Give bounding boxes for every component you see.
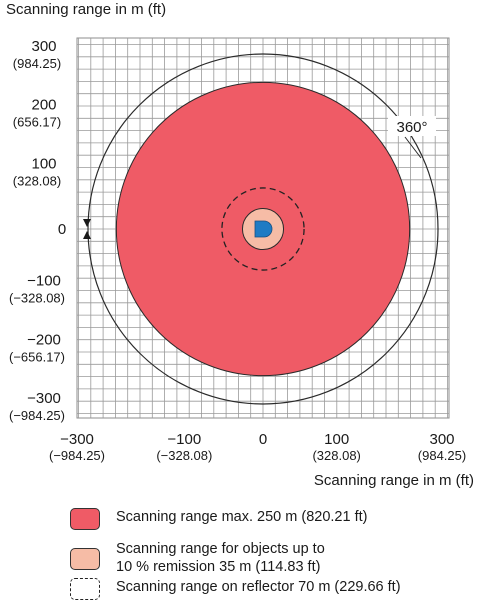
marker-arrow-up	[83, 231, 91, 239]
legend-item-reflector: Scanning range on reflector 70 m (229.66…	[70, 578, 401, 600]
axis-labels: 360° Scanning range in m (ft) Scanning ran…	[6, 1, 474, 489]
legend-item-remission: Scanning range for objects up to 10 % re…	[70, 540, 325, 576]
legend-item-max: Scanning range max. 250 m (820.21 ft)	[70, 508, 367, 530]
x-axis-title: Scanning range in m (ft)	[314, 472, 474, 489]
x-tick-sublabel: (328.08)	[312, 448, 360, 463]
x-tick-sublabel: (−328.08)	[156, 448, 212, 463]
legend-swatch-max	[70, 508, 100, 530]
x-tick-label: −100	[167, 431, 201, 448]
angle-label-bg	[388, 116, 436, 136]
y-tick-sublabel: (656.17)	[13, 115, 61, 130]
range-circle-360	[87, 53, 439, 405]
range-circle-reflector	[221, 187, 305, 271]
legend-label-remission: Scanning range for objects up to 10 % re…	[116, 541, 325, 575]
y-tick-sublabel: (−656.17)	[9, 349, 65, 364]
x-tick-label: −300	[60, 431, 94, 448]
y-tick-label: 300	[31, 38, 56, 55]
legend-swatch-reflector	[70, 578, 100, 600]
x-tick-label: 300	[429, 431, 454, 448]
legend-label-max: Scanning range max. 250 m (820.21 ft)	[116, 509, 368, 525]
angle-label-leader	[404, 136, 422, 159]
y-tick-label: 100	[31, 155, 56, 172]
x-tick-label: 100	[324, 431, 349, 448]
marker-arrow-down	[83, 219, 91, 227]
y-axis-title: Scanning range in m (ft)	[6, 1, 166, 18]
y-tick-sublabel: (984.25)	[13, 56, 61, 71]
legend-swatch-remission	[70, 548, 100, 570]
y-tick-sublabel: (328.08)	[13, 173, 61, 188]
x-tick-sublabel: (984.25)	[418, 448, 466, 463]
y-tick-label: −200	[27, 331, 61, 348]
angle-label: 360°	[396, 119, 427, 136]
x-tick-sublabel: (−984.25)	[49, 448, 105, 463]
y-tick-label: −100	[27, 273, 61, 290]
y-tick-sublabel: (−984.25)	[9, 408, 65, 423]
sensor-group	[83, 219, 273, 239]
y-tick-label: 200	[31, 97, 56, 114]
x-tick-label: 0	[259, 431, 267, 448]
y-tick-label: 0	[58, 221, 66, 238]
y-tick-label: −300	[27, 390, 61, 407]
y-tick-sublabel: (−328.08)	[9, 291, 65, 306]
sensor-icon	[254, 220, 273, 238]
legend-label-reflector: Scanning range on reflector 70 m (229.66…	[116, 579, 401, 595]
